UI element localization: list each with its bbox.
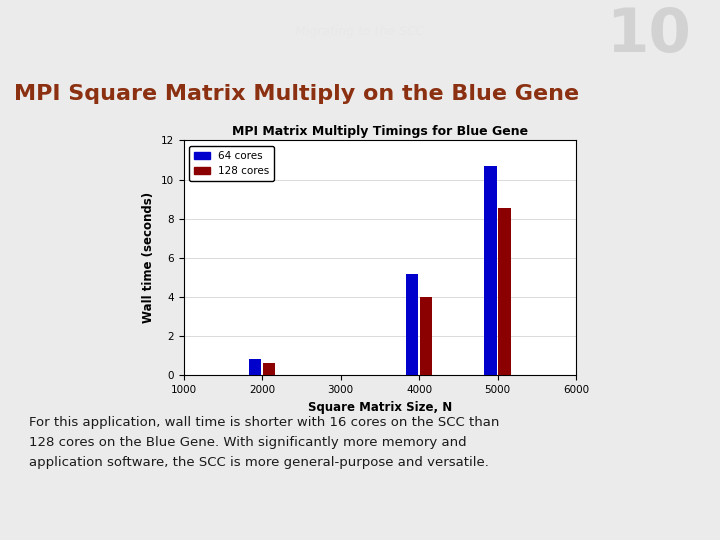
- Text: 10: 10: [606, 5, 691, 65]
- Title: MPI Matrix Multiply Timings for Blue Gene: MPI Matrix Multiply Timings for Blue Gen…: [232, 125, 528, 138]
- Bar: [406, 273, 418, 375]
- Bar: [249, 359, 261, 375]
- Legend: 64 cores, 128 cores: 64 cores, 128 cores: [189, 146, 274, 181]
- Bar: [263, 362, 275, 375]
- Text: MPI Square Matrix Multiply on the Blue Gene: MPI Square Matrix Multiply on the Blue G…: [14, 84, 580, 105]
- Bar: [485, 166, 497, 375]
- Text: For this application, wall time is shorter with 16 cores on the SCC than
128 cor: For this application, wall time is short…: [29, 416, 499, 469]
- Text: Migrating to the SCC: Migrating to the SCC: [295, 25, 425, 38]
- X-axis label: Square Matrix Size, N: Square Matrix Size, N: [307, 401, 452, 414]
- Y-axis label: Wall time (seconds): Wall time (seconds): [142, 192, 155, 323]
- Bar: [420, 297, 432, 375]
- Bar: [498, 208, 510, 375]
